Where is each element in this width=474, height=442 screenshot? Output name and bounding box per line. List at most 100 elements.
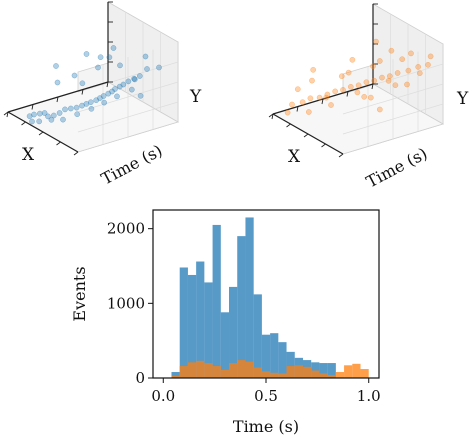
- histogram-orange-bar: [261, 371, 271, 378]
- scatter3d-orange-point: [385, 77, 392, 84]
- scatter3d-blue-box: [3, 1, 180, 156]
- scatter3d-blue-tick: [56, 141, 61, 146]
- histogram-x-label: Time (s): [233, 417, 299, 436]
- scatter3d-orange-point: [370, 63, 376, 70]
- scatter3d-blue-tick: [38, 131, 44, 136]
- scatter3d-blue-point: [53, 63, 59, 69]
- scatter3d-orange-point: [316, 94, 323, 101]
- histogram-blue-bar: [179, 267, 188, 378]
- scatter3d-orange-point: [305, 109, 312, 115]
- histogram-blue-bar: [311, 362, 320, 378]
- histogram-orange-bar: [220, 369, 230, 378]
- histogram-orange-bar: [335, 372, 345, 378]
- scatter3d-blue-tick: [3, 111, 9, 116]
- histogram-y-tick-label: 2000: [107, 220, 145, 238]
- scatter3d-orange-point: [392, 82, 399, 89]
- histogram-blue-bar: [319, 363, 328, 378]
- scatter3d-orange-point: [367, 94, 374, 101]
- scatter3d-orange-tick: [271, 113, 274, 120]
- histogram-orange-bar: [245, 361, 254, 378]
- scatter3d-blue-point: [156, 64, 162, 71]
- histogram-orange-bar: [360, 369, 369, 378]
- scatter3d-blue-point: [45, 113, 51, 120]
- histogram-blue-bar: [237, 236, 246, 378]
- scatter3d-orange-point: [399, 56, 406, 63]
- histogram-orange-bar: [294, 365, 303, 378]
- scatter3d-orange-point: [376, 58, 383, 64]
- scatter3d-orange-point: [328, 102, 334, 108]
- scatter3d-blue-point: [95, 64, 101, 71]
- scatter3d-orange-point: [310, 66, 317, 73]
- scatter3d-orange-tick: [321, 98, 324, 105]
- scatter3d-blue-point: [83, 101, 90, 107]
- scatter3d-orange-point: [405, 67, 412, 74]
- scatter3d-blue-point: [50, 112, 57, 119]
- scatter3d-blue-point: [73, 104, 80, 111]
- scatter3d-orange-panel: X Time (s) Y: [268, 3, 469, 192]
- scatter3d-blue-point: [62, 106, 68, 113]
- scatter3d-orange-point: [332, 88, 339, 95]
- scatter3d-blue-point: [36, 118, 43, 125]
- scatter3d-blue-point: [31, 111, 37, 118]
- scatter3d-orange-point: [416, 70, 423, 77]
- histogram-orange-bar: [311, 370, 320, 378]
- histogram-orange-bar: [179, 366, 188, 378]
- histogram-blue-bar: [270, 333, 279, 378]
- scatter3d-blue-point: [131, 76, 138, 83]
- histogram-x-ticks: 0.0 0.5 1.0: [151, 378, 381, 405]
- scatter3d-blue-point: [48, 116, 55, 123]
- scatter3d-blue-point: [142, 53, 149, 60]
- histogram-blue-bar: [261, 334, 271, 378]
- histogram-blue-bar: [229, 286, 238, 378]
- histogram-orange-bar: [352, 363, 361, 378]
- scatter3d-orange-point: [361, 93, 368, 100]
- scatter3d-blue-point: [125, 78, 132, 85]
- histogram-blue-bar: [253, 294, 262, 378]
- scatter3d-orange-point: [299, 99, 306, 106]
- scatter3d-orange-box: [268, 3, 445, 158]
- scatter3d-blue-point: [87, 99, 94, 106]
- scatter3d-blue-point: [117, 62, 123, 69]
- scatter3d-blue-time-label: Time (s): [98, 141, 165, 189]
- scatter3d-blue-points: [26, 45, 162, 125]
- histogram-orange-bar: [286, 366, 295, 378]
- scatter3d-blue-point: [100, 93, 107, 99]
- scatter3d-blue-point: [60, 116, 66, 123]
- scatter3d-blue-point: [137, 92, 144, 99]
- scatter3d-orange-tick: [296, 106, 299, 112]
- histogram-blue-bar: [196, 261, 205, 378]
- scatter3d-blue-point: [41, 110, 48, 116]
- scatter3d-blue-point: [97, 54, 104, 61]
- scatter3d-orange-point: [323, 94, 330, 101]
- histogram-y-tick-label: 1000: [107, 294, 145, 312]
- scatter3d-blue-x-label: X: [22, 145, 35, 165]
- scatter3d-orange-points: [284, 38, 434, 116]
- scatter3d-blue-y-label: Y: [189, 87, 202, 107]
- histogram-y-ticks: 0 1000 2000: [107, 220, 153, 387]
- scatter3d-blue-tick: [106, 81, 109, 88]
- scatter3d-blue-point: [79, 102, 85, 109]
- histogram-x-tick-label: 0.5: [254, 387, 278, 405]
- scatter3d-orange-point: [373, 38, 379, 45]
- histogram-orange-bars: [171, 360, 369, 378]
- histogram-blue-bar: [212, 224, 221, 378]
- scatter3d-blue-point: [26, 113, 33, 120]
- scatter3d-blue-point: [36, 110, 43, 117]
- scatter3d-blue-point: [83, 51, 90, 57]
- scatter3d-blue-tick: [21, 121, 26, 126]
- scatter3d-orange-tick: [268, 113, 274, 118]
- scatter3d-blue-point: [110, 45, 117, 51]
- scatter3d-blue-point: [112, 86, 118, 92]
- scatter3d-blue-tick: [6, 111, 9, 118]
- scatter3d-orange-tick: [371, 83, 374, 90]
- histogram-blue-bar: [286, 351, 295, 378]
- histogram-y-tick-label: 0: [135, 369, 145, 387]
- scatter3d-blue-point: [71, 72, 78, 79]
- scatter3d-orange-point: [289, 101, 295, 108]
- histogram-x-tick-label: 1.0: [357, 387, 381, 405]
- histogram-orange-bar: [270, 372, 279, 378]
- scatter3d-blue-point: [54, 79, 61, 86]
- histogram-orange-bar: [212, 366, 221, 378]
- scatter3d-orange-point: [376, 106, 383, 113]
- scatter3d-orange-tick: [286, 123, 291, 128]
